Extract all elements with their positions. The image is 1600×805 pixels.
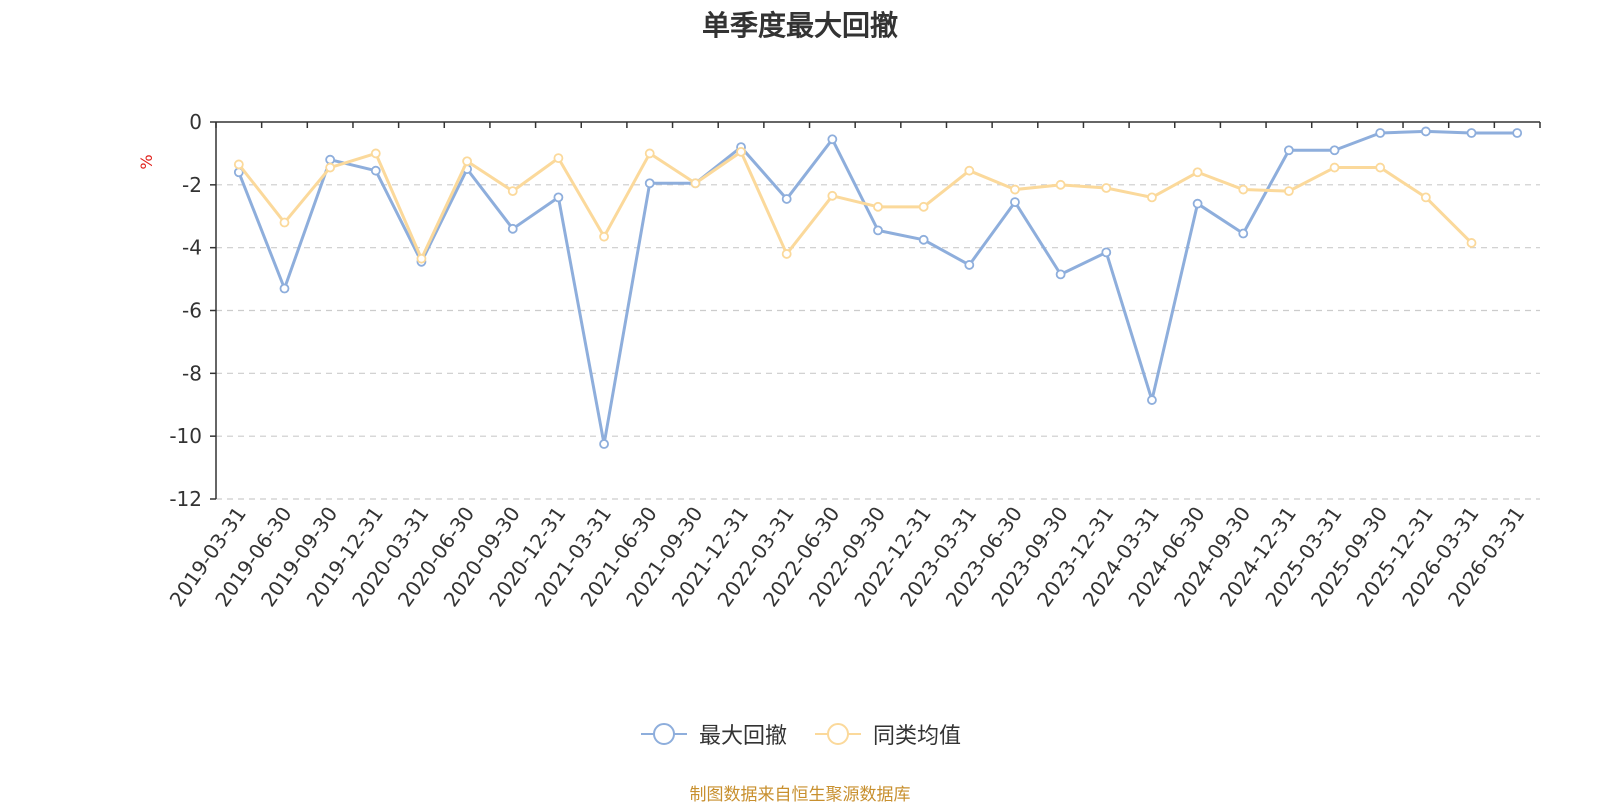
y-tick-label: -6 [182, 299, 202, 323]
chart-title: 单季度最大回撤 [701, 9, 898, 42]
data-point[interactable] [1283, 186, 1294, 197]
data-point[interactable] [827, 190, 838, 201]
data-point[interactable] [1420, 126, 1431, 137]
data-point[interactable] [1375, 128, 1386, 138]
data-point[interactable] [1192, 167, 1203, 178]
data-point[interactable] [736, 146, 746, 157]
data-point[interactable] [553, 153, 564, 164]
data-point[interactable] [1010, 184, 1020, 195]
legend-swatch [640, 723, 687, 745]
data-point[interactable] [507, 223, 518, 234]
data-point[interactable] [1466, 238, 1477, 248]
y-tick-label: -12 [169, 487, 202, 511]
data-point[interactable] [1192, 198, 1203, 209]
grid-lines [216, 184, 1540, 500]
series-group [233, 126, 1523, 449]
series-line [237, 150, 1473, 261]
data-point[interactable] [279, 283, 290, 294]
data-point[interactable] [599, 231, 609, 242]
legend-swatch [815, 723, 861, 745]
legend-item[interactable]: 同类均值 [813, 718, 961, 750]
data-point[interactable] [644, 148, 655, 159]
data-point[interactable] [1101, 247, 1112, 258]
data-point[interactable] [370, 165, 381, 176]
source-note: 制图数据来自恒生聚源数据库 [689, 785, 911, 805]
data-point[interactable] [553, 192, 564, 203]
data-point[interactable] [1010, 197, 1020, 208]
y-tick-label: 0 [189, 110, 202, 134]
data-point[interactable] [462, 156, 473, 167]
series-0 [233, 126, 1523, 449]
y-tick-label: -4 [182, 236, 202, 260]
data-point[interactable] [1238, 228, 1249, 239]
data-point[interactable] [964, 165, 975, 176]
data-point[interactable] [507, 186, 518, 197]
data-point[interactable] [1375, 162, 1386, 173]
y-tick-labels: 0 -2 -4 -6 -8 -10 -12 [169, 110, 202, 511]
data-point[interactable] [918, 234, 929, 245]
legend-swatch-marker [827, 723, 849, 745]
x-tick-labels: 2019-03-312019-06-302019-09-302019-12-31… [165, 502, 1530, 611]
data-point[interactable] [1283, 145, 1294, 156]
legend-label: 同类均值 [873, 724, 962, 749]
data-point[interactable] [233, 159, 244, 170]
data-point[interactable] [1055, 269, 1066, 280]
legend: 最大回撤 同类均值 [0, 718, 1600, 750]
legend-item[interactable]: 最大回撤 [639, 718, 787, 750]
legend-label: 最大回撤 [698, 724, 787, 749]
data-point[interactable] [325, 154, 336, 165]
data-point[interactable] [873, 201, 883, 212]
data-point[interactable] [279, 217, 290, 228]
data-point[interactable] [873, 225, 883, 236]
data-point[interactable] [1329, 145, 1340, 156]
data-point[interactable] [1101, 183, 1112, 193]
data-point[interactable] [644, 178, 655, 189]
data-point[interactable] [1238, 184, 1249, 195]
legend-swatch-marker [652, 723, 675, 745]
y-axis-label: % [137, 154, 156, 169]
data-point[interactable] [1466, 128, 1477, 138]
y-tick-label: -2 [182, 173, 202, 197]
data-point[interactable] [1147, 192, 1157, 203]
data-point[interactable] [1147, 395, 1157, 405]
y-tick-label: -8 [182, 361, 202, 385]
data-point[interactable] [964, 260, 975, 270]
data-point[interactable] [781, 194, 792, 204]
data-point[interactable] [781, 249, 792, 259]
data-point[interactable] [918, 201, 929, 212]
series-1 [233, 146, 1477, 264]
data-point[interactable] [1329, 162, 1340, 173]
axes [210, 121, 1541, 500]
data-point[interactable] [325, 162, 336, 173]
data-point[interactable] [599, 439, 609, 449]
data-point[interactable] [1055, 179, 1066, 190]
data-point[interactable] [1420, 192, 1431, 203]
data-point[interactable] [1512, 128, 1523, 138]
y-tick-label: -10 [169, 424, 202, 448]
data-point[interactable] [416, 253, 427, 264]
data-point[interactable] [690, 178, 701, 189]
series-line [237, 129, 1518, 446]
data-point[interactable] [370, 148, 381, 159]
data-point[interactable] [827, 134, 838, 145]
